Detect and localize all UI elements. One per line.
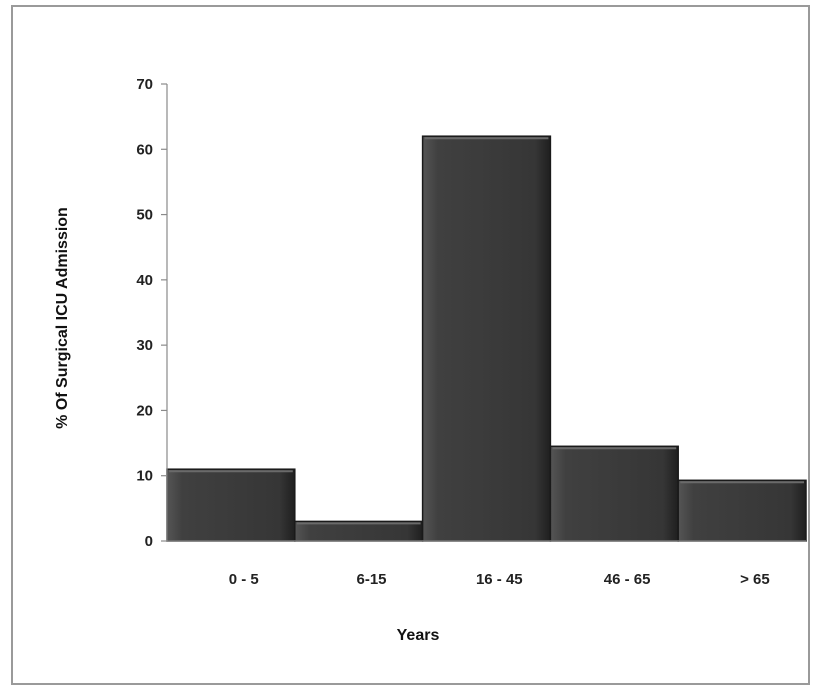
y-tick-label-0: 0 xyxy=(145,533,153,550)
bar-3 xyxy=(549,445,679,542)
x-tick-label-4: > 65 xyxy=(740,571,770,588)
bar-0 xyxy=(166,468,296,542)
y-tick-label-60: 60 xyxy=(136,141,153,158)
y-axis-ticks: 0 10 20 30 40 50 60 70 xyxy=(136,76,167,550)
y-axis-title: % Of Surgical ICU Admission xyxy=(54,207,71,429)
x-tick-label-1: 6-15 xyxy=(356,571,386,588)
x-tick-label-3: 46 - 65 xyxy=(604,571,651,588)
chart-frame xyxy=(11,5,810,685)
y-tick-label-20: 20 xyxy=(136,402,153,419)
y-tick-label-70: 70 xyxy=(136,76,153,93)
bar-4 xyxy=(677,479,807,542)
y-tick-label-50: 50 xyxy=(136,207,153,224)
y-tick-label-10: 10 xyxy=(136,468,153,485)
x-axis-tick-labels: 0 - 5 6-15 16 - 45 46 - 65 > 65 xyxy=(229,571,770,588)
x-tick-label-2: 16 - 45 xyxy=(476,571,523,588)
y-tick-label-40: 40 xyxy=(136,272,153,289)
bars-group xyxy=(166,135,807,542)
x-axis-title: Years xyxy=(397,627,440,644)
y-tick-label-30: 30 xyxy=(136,337,153,354)
bar-2 xyxy=(421,135,552,542)
x-tick-label-0: 0 - 5 xyxy=(229,571,259,588)
